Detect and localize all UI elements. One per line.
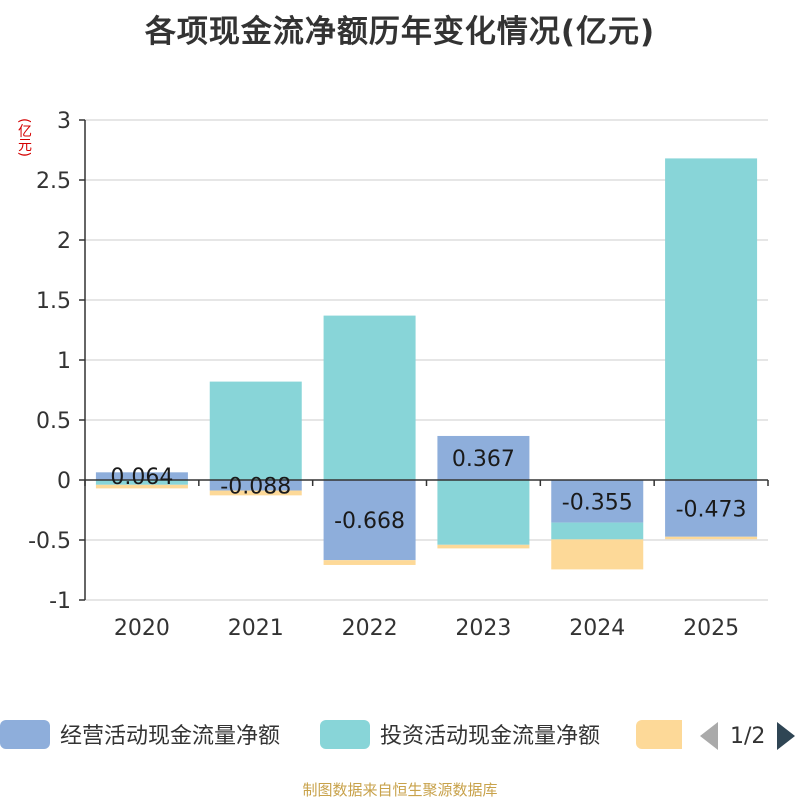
chart-area: 3 2.5 2 1.5 1 0.5 0 -0.5 -1 2020 2021 2022 2023 2024 2… <box>28 109 769 641</box>
legend-item-financing[interactable] <box>636 716 682 752</box>
y-tick-label: -1 <box>49 589 71 614</box>
legend-swatch-financing <box>636 719 682 749</box>
bar-operating-2023 <box>437 435 530 480</box>
legend-swatch-operating <box>0 719 50 749</box>
legend-item-investing[interactable]: 投资活动现金流量净额 <box>320 716 600 752</box>
y-tick-label: 2.5 <box>36 169 71 194</box>
x-tick-label: 2020 <box>114 616 170 641</box>
bar-investing-2022 <box>323 315 416 480</box>
y-tick-label: 1 <box>57 349 71 374</box>
bar-investing-2021 <box>209 381 302 480</box>
bar-financing-2025 <box>665 536 758 540</box>
legend-label-operating: 经营活动现金流量净额 <box>60 724 281 749</box>
bar-financing-2023 <box>437 544 530 549</box>
chart-title: 各项现金流净额历年变化情况(亿元) <box>144 14 656 50</box>
legend-pager: 1/2 <box>700 720 796 752</box>
legend-label-investing: 投资活动现金流量净额 <box>380 724 601 749</box>
bar-financing-2020 <box>95 484 188 489</box>
legend-prev-page-icon[interactable] <box>700 722 718 750</box>
data-label-operating: 0.367 <box>452 447 515 472</box>
y-tick-label: 0 <box>57 469 71 494</box>
x-tick-label: 2021 <box>228 616 284 641</box>
y-tick-label: 3 <box>57 109 71 134</box>
data-label-operating: -0.668 <box>334 509 405 534</box>
legend: 经营活动现金流量净额 投资活动现金流量净额 1/2 <box>0 716 800 756</box>
bar-operating-2022 <box>323 480 416 561</box>
x-tick-label: 2022 <box>342 616 398 641</box>
y-tick-label: 0.5 <box>36 409 71 434</box>
bar-financing-2022 <box>323 560 416 565</box>
data-label-operating: 0.064 <box>110 465 173 490</box>
bar-operating-2021 <box>209 480 302 491</box>
bar-investing-2024 <box>551 522 644 540</box>
legend-swatch-investing <box>320 719 370 749</box>
x-tick-label: 2023 <box>455 616 511 641</box>
data-label-operating: -0.355 <box>562 490 633 515</box>
source-note: 制图数据来自恒生聚源数据库 <box>302 781 498 799</box>
x-tick-label: 2025 <box>683 616 739 641</box>
bar-operating-2020 <box>95 472 188 480</box>
x-tick-label: 2024 <box>569 616 625 641</box>
bar-operating-2024 <box>551 480 644 523</box>
bar-operating-2025 <box>665 480 758 537</box>
bar-investing-2020 <box>95 480 188 485</box>
legend-page-indicator: 1/2 <box>730 723 766 749</box>
legend-item-operating[interactable]: 经营活动现金流量净额 <box>0 716 280 752</box>
data-label-operating: -0.473 <box>676 497 747 522</box>
legend-next-page-icon[interactable] <box>777 722 796 750</box>
bar-investing-2023 <box>437 480 530 545</box>
y-tick-label: 1.5 <box>36 289 71 314</box>
bar-financing-2024 <box>551 539 644 570</box>
data-label-operating: -0.088 <box>220 474 291 499</box>
bar-financing-2021 <box>209 490 302 496</box>
y-axis-unit-label: (亿元) <box>16 118 32 157</box>
y-tick-label: -0.5 <box>28 529 71 554</box>
bar-investing-2025 <box>665 158 758 480</box>
y-tick-label: 2 <box>57 229 71 254</box>
